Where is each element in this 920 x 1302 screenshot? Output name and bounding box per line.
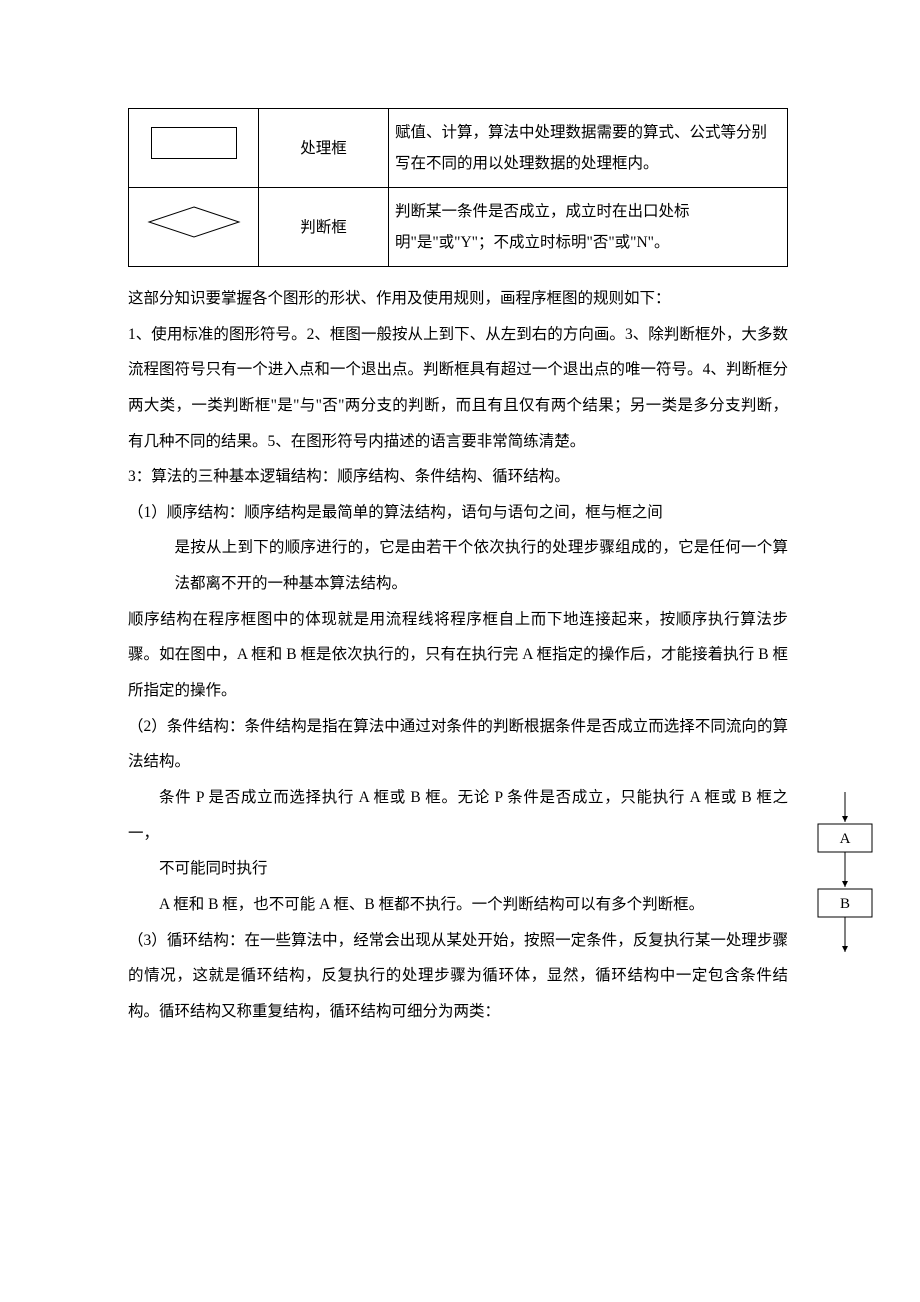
- shape-cell-rect: [129, 109, 259, 188]
- intro-paragraph: 这部分知识要掌握各个图形的形状、作用及使用规则，画程序框图的规则如下：: [128, 281, 788, 317]
- decision-box-icon: [144, 202, 244, 242]
- sequence-flowchart-diagram: A B: [810, 792, 880, 992]
- condition-struct-line3: 不可能同时执行: [128, 851, 788, 887]
- sequence-struct-line2: 是按从上到下的顺序进行的，它是由若干个依次执行的处理步骤组成的，它是任何一个算法…: [128, 530, 788, 601]
- table-row: 判断框 判断某一条件是否成立，成立时在出口处标明"是"或"Y"；不成立时标明"否…: [129, 188, 788, 267]
- symbol-desc: 赋值、计算，算法中处理数据需要的算式、公式等分别写在不同的用以处理数据的处理框内…: [389, 109, 788, 188]
- rules-paragraph: 1、使用标准的图形符号。2、框图一般按从上到下、从左到右的方向画。3、除判断框外…: [128, 317, 788, 460]
- box-a-label: A: [840, 831, 851, 847]
- symbol-name: 处理框: [259, 109, 389, 188]
- body-text-block: 这部分知识要掌握各个图形的形状、作用及使用规则，画程序框图的规则如下： 1、使用…: [128, 281, 788, 1029]
- symbol-desc: 判断某一条件是否成立，成立时在出口处标明"是"或"Y"；不成立时标明"否"或"N…: [389, 188, 788, 267]
- section-heading-3: 3：算法的三种基本逻辑结构：顺序结构、条件结构、循环结构。: [128, 459, 788, 495]
- symbol-definition-table: 处理框 赋值、计算，算法中处理数据需要的算式、公式等分别写在不同的用以处理数据的…: [128, 108, 788, 267]
- sequence-struct-explain: 顺序结构在程序框图中的体现就是用流程线将程序框自上而下地连接起来，按顺序执行算法…: [128, 602, 788, 709]
- sequence-struct-line1: （1）顺序结构：顺序结构是最简单的算法结构，语句与语句之间，框与框之间: [128, 495, 788, 531]
- loop-struct-paragraph: （3）循环结构：在一些算法中，经常会出现从某处开始，按照一定条件，反复执行某一处…: [128, 923, 788, 1030]
- shape-cell-diamond: [129, 188, 259, 267]
- process-box-icon: [151, 127, 237, 159]
- condition-struct-line4: A 框和 B 框，也不可能 A 框、B 框都不执行。一个判断结构可以有多个判断框…: [128, 887, 788, 923]
- condition-struct-line2: 条件 P 是否成立而选择执行 A 框或 B 框。无论 P 条件是否成立，只能执行…: [128, 780, 788, 851]
- condition-struct-intro: （2）条件结构：条件结构是指在算法中通过对条件的判断根据条件是否成立而选择不同流…: [128, 709, 788, 780]
- table-row: 处理框 赋值、计算，算法中处理数据需要的算式、公式等分别写在不同的用以处理数据的…: [129, 109, 788, 188]
- symbol-name: 判断框: [259, 188, 389, 267]
- box-b-label: B: [840, 896, 850, 912]
